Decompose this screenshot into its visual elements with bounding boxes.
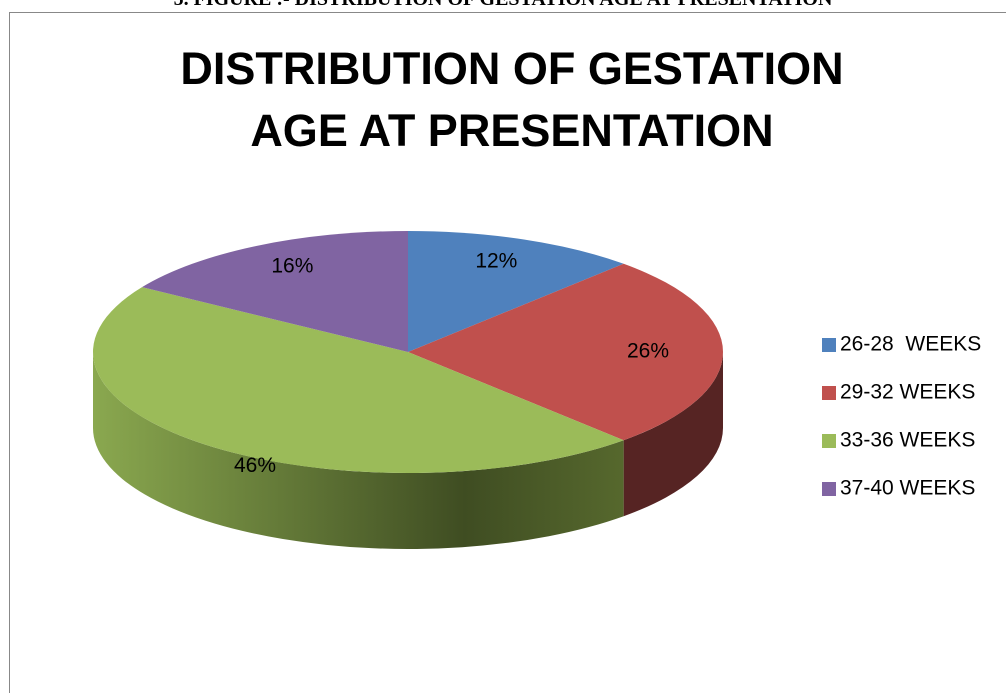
data-label: 46% — [234, 454, 276, 477]
legend-label: 26-28 WEEKS — [840, 333, 981, 356]
legend-swatch — [822, 338, 836, 352]
legend-label: 29-32 WEEKS — [840, 381, 975, 404]
legend-swatch — [822, 434, 836, 448]
slice-side — [623, 352, 723, 517]
chart: 12% 26% 46% 16% 26-28 WEEKS 29-32 WEEKS 33-36 … — [92, 231, 981, 549]
slice — [92, 287, 624, 473]
legend-swatch — [822, 386, 836, 400]
slice — [408, 231, 624, 352]
data-label: 16% — [271, 255, 313, 278]
legend-swatch — [822, 482, 836, 496]
slice — [408, 263, 723, 441]
data-label: 12% — [475, 250, 517, 273]
slice-side — [93, 352, 624, 549]
legend-label: 33-36 WEEKS — [840, 429, 975, 452]
caption: 5. FIGURE :- DISTRIBUTION OF GESTATION A… — [0, 0, 1006, 11]
legend-label: 37-40 WEEKS — [840, 477, 975, 500]
chart-title: DISTRIBUTION OF GESTATION AGE AT PRESENT… — [180, 43, 844, 156]
data-label: 26% — [627, 340, 669, 363]
chart-frame — [9, 12, 1006, 693]
slice — [142, 231, 409, 352]
